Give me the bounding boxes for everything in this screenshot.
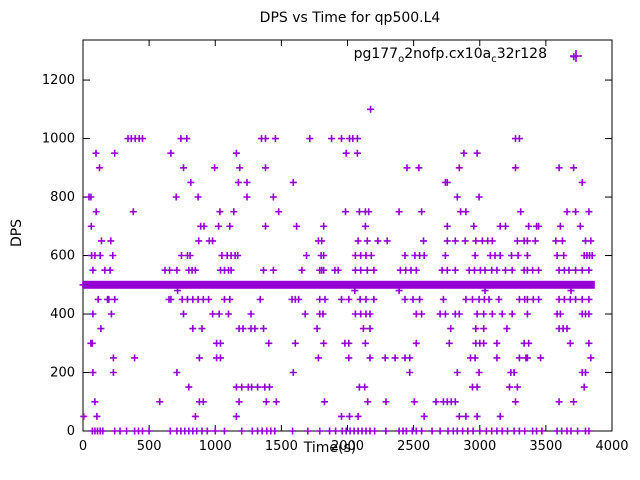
legend-subscript: c [491, 53, 497, 65]
legend-label: pg177o2nofp.cx10ac32r128 [354, 46, 547, 65]
x-tick-label: 2500 [397, 439, 430, 454]
x-tick-label: 4000 [595, 439, 628, 454]
chart-title: DPS vs Time for qp500.L4 [259, 10, 441, 26]
legend-text-part: 2nofp.cx10a [404, 46, 492, 62]
x-axis-label: Time(s) [303, 440, 357, 456]
y-tick-label: 600 [50, 249, 75, 264]
x-tick-label: 1000 [199, 439, 232, 454]
y-tick-label: 1200 [42, 73, 75, 88]
legend-text-part: 32r128 [496, 46, 547, 62]
y-tick-label: 800 [50, 190, 75, 205]
x-tick-label: 500 [137, 439, 162, 454]
plot-border [82, 39, 613, 432]
y-tick-label: 1000 [42, 132, 75, 147]
y-axis-label: DPS [9, 218, 25, 248]
x-tick-label: 2000 [331, 439, 364, 454]
x-tick-label: 3000 [463, 439, 496, 454]
y-tick-label: 0 [67, 424, 75, 439]
band-500-markers [79, 281, 595, 289]
x-tick-label: 3500 [529, 439, 562, 454]
y-tick-label: 200 [50, 366, 75, 381]
legend-plus-marker-icon [570, 50, 582, 62]
scatter-points [80, 53, 596, 435]
legend-plus-glyph [570, 50, 582, 62]
x-tick-label: 1500 [265, 439, 298, 454]
legend-text-part: pg177 [353, 46, 399, 62]
x-tick-label: 0 [79, 439, 87, 454]
legend-subscript: o [398, 53, 405, 65]
y-tick-label: 400 [50, 307, 75, 322]
